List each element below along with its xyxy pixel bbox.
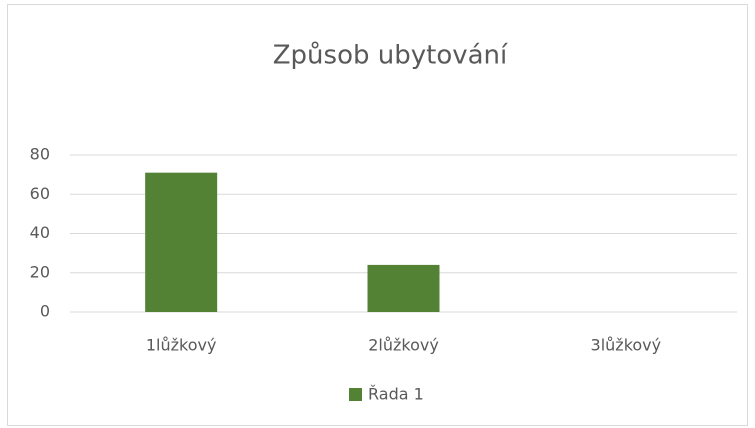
x-tick-label: 3lůžkový	[591, 336, 662, 355]
chart-title: Způsob ubytování	[273, 41, 508, 71]
y-tick-label: 0	[40, 302, 50, 321]
y-tick-label: 60	[30, 184, 50, 203]
chart-border	[7, 4, 748, 426]
bar	[367, 264, 440, 312]
y-tick-label: 80	[30, 145, 50, 164]
legend-swatch	[349, 388, 362, 401]
x-tick-label: 1lůžkový	[146, 336, 217, 355]
y-tick-label: 20	[30, 262, 50, 281]
bar	[145, 172, 218, 312]
legend-label: Řada 1	[368, 385, 424, 404]
y-tick-label: 40	[30, 223, 50, 242]
x-tick-label: 2lůžkový	[368, 336, 439, 355]
